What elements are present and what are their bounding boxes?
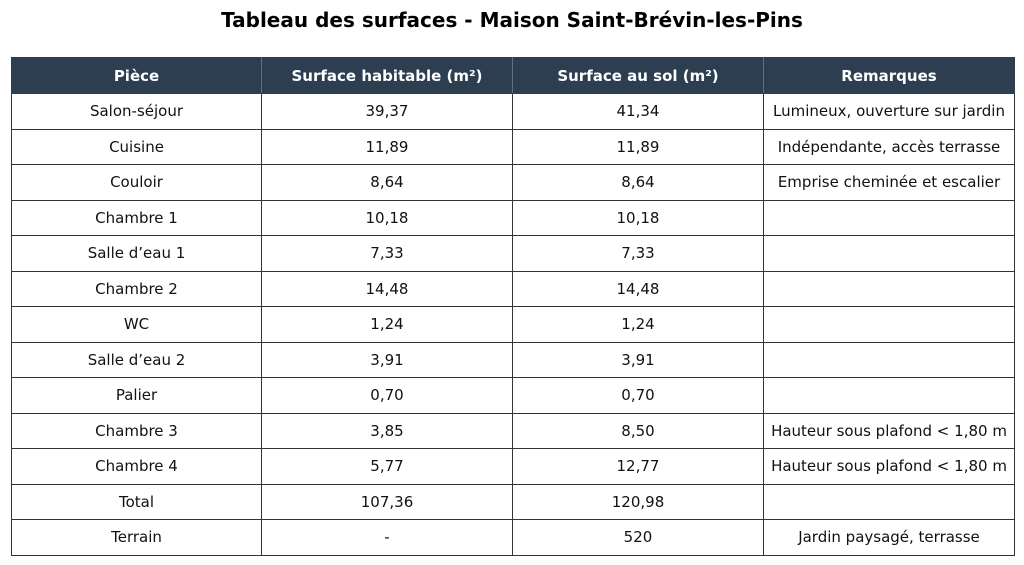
cell-surface-au-sol: 0,70 [512, 377, 764, 414]
table-header-row: Pièce Surface habitable (m²) Surface au … [11, 57, 1015, 94]
cell-surface-au-sol: 3,91 [512, 341, 764, 378]
cell-piece: Couloir [11, 164, 262, 201]
cell-surface-habitable: 107,36 [261, 483, 513, 520]
cell-piece: Chambre 4 [11, 448, 262, 485]
table-row: Chambre 2 14,48 14,48 [11, 270, 1015, 307]
cell-remarques [763, 483, 1015, 520]
cell-surface-au-sol: 14,48 [512, 270, 764, 307]
cell-surface-au-sol: 10,18 [512, 199, 764, 236]
cell-surface-au-sol: 11,89 [512, 128, 764, 165]
header-remarques: Remarques [763, 57, 1015, 94]
cell-piece: Palier [11, 377, 262, 414]
cell-surface-habitable: 5,77 [261, 448, 513, 485]
table-row: Salle d’eau 2 3,91 3,91 [11, 341, 1015, 378]
cell-remarques [763, 341, 1015, 378]
page-title: Tableau des surfaces - Maison Saint-Brév… [221, 8, 803, 32]
cell-surface-habitable: 11,89 [261, 128, 513, 165]
cell-remarques [763, 306, 1015, 343]
table-row: WC 1,24 1,24 [11, 306, 1015, 343]
cell-surface-habitable: 7,33 [261, 235, 513, 272]
cell-piece: Chambre 1 [11, 199, 262, 236]
cell-piece: Salle d’eau 2 [11, 341, 262, 378]
cell-surface-habitable: - [261, 519, 513, 556]
table-row: Chambre 1 10,18 10,18 [11, 199, 1015, 236]
cell-remarques: Lumineux, ouverture sur jardin [763, 93, 1015, 130]
cell-surface-au-sol: 8,64 [512, 164, 764, 201]
cell-piece: Total [11, 483, 262, 520]
table-row-total: Total 107,36 120,98 [11, 483, 1015, 520]
cell-piece: Chambre 3 [11, 412, 262, 449]
table-row: Chambre 3 3,85 8,50 Hauteur sous plafond… [11, 412, 1015, 449]
cell-surface-au-sol: 8,50 [512, 412, 764, 449]
cell-surface-au-sol: 520 [512, 519, 764, 556]
table-row: Salle d’eau 1 7,33 7,33 [11, 235, 1015, 272]
cell-surface-habitable: 0,70 [261, 377, 513, 414]
cell-surface-habitable: 1,24 [261, 306, 513, 343]
cell-surface-au-sol: 1,24 [512, 306, 764, 343]
cell-surface-habitable: 39,37 [261, 93, 513, 130]
cell-remarques: Indépendante, accès terrasse [763, 128, 1015, 165]
cell-piece: Chambre 2 [11, 270, 262, 307]
cell-piece: Terrain [11, 519, 262, 556]
table-row-terrain: Terrain - 520 Jardin paysagé, terrasse [11, 519, 1015, 556]
table-row: Salon-séjour 39,37 41,34 Lumineux, ouver… [11, 93, 1015, 130]
header-surface-habitable: Surface habitable (m²) [261, 57, 513, 94]
cell-piece: Salon-séjour [11, 93, 262, 130]
cell-surface-au-sol: 120,98 [512, 483, 764, 520]
surfaces-table: Pièce Surface habitable (m²) Surface au … [11, 57, 1015, 556]
table-row: Couloir 8,64 8,64 Emprise cheminée et es… [11, 164, 1015, 201]
cell-remarques [763, 377, 1015, 414]
header-piece: Pièce [11, 57, 262, 94]
cell-surface-au-sol: 7,33 [512, 235, 764, 272]
cell-remarques [763, 235, 1015, 272]
cell-remarques: Hauteur sous plafond < 1,80 m [763, 448, 1015, 485]
cell-remarques: Hauteur sous plafond < 1,80 m [763, 412, 1015, 449]
cell-surface-au-sol: 41,34 [512, 93, 764, 130]
cell-remarques: Jardin paysagé, terrasse [763, 519, 1015, 556]
cell-surface-habitable: 8,64 [261, 164, 513, 201]
cell-piece: Cuisine [11, 128, 262, 165]
table-row: Chambre 4 5,77 12,77 Hauteur sous plafon… [11, 448, 1015, 485]
cell-surface-habitable: 14,48 [261, 270, 513, 307]
header-surface-au-sol: Surface au sol (m²) [512, 57, 764, 94]
cell-remarques [763, 270, 1015, 307]
table-row: Palier 0,70 0,70 [11, 377, 1015, 414]
cell-piece: Salle d’eau 1 [11, 235, 262, 272]
cell-surface-habitable: 10,18 [261, 199, 513, 236]
cell-piece: WC [11, 306, 262, 343]
cell-remarques: Emprise cheminée et escalier [763, 164, 1015, 201]
cell-surface-habitable: 3,85 [261, 412, 513, 449]
cell-remarques [763, 199, 1015, 236]
table-row: Cuisine 11,89 11,89 Indépendante, accès … [11, 128, 1015, 165]
cell-surface-habitable: 3,91 [261, 341, 513, 378]
cell-surface-au-sol: 12,77 [512, 448, 764, 485]
